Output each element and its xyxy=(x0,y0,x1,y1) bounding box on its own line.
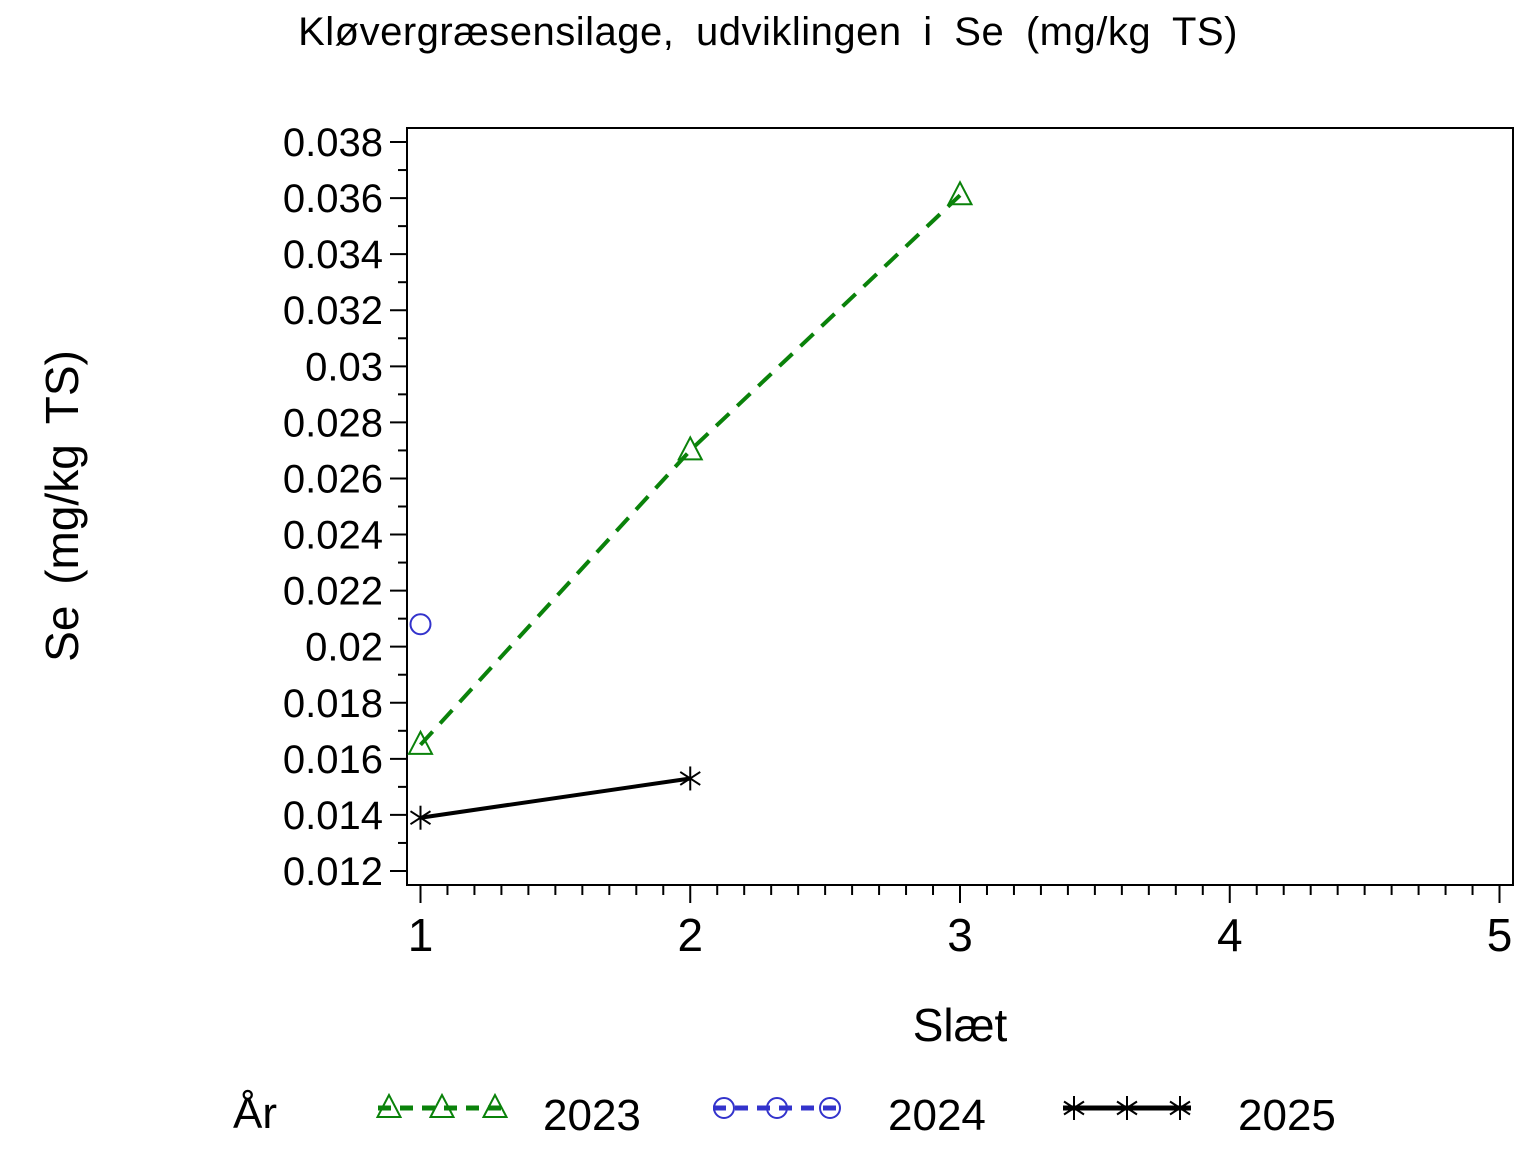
asterisk-marker-icon xyxy=(409,810,432,826)
marker-triangle xyxy=(407,729,434,755)
legend-sample-2023 xyxy=(375,1092,509,1118)
circle-marker-icon xyxy=(766,1097,788,1119)
x-tick-label: 1 xyxy=(408,909,434,961)
triangle-marker-icon xyxy=(946,180,974,206)
marker-circle xyxy=(766,1097,788,1119)
marker-asterisk xyxy=(409,805,432,830)
x-tick-label: 4 xyxy=(1217,909,1243,961)
y-tick-label: 0.038 xyxy=(283,121,383,165)
y-tick-label: 0.03 xyxy=(305,345,383,389)
y-tick-label: 0.022 xyxy=(283,570,383,614)
marker-circle xyxy=(409,613,432,636)
x-tick-label: 3 xyxy=(947,909,973,961)
legend-title: År xyxy=(233,1089,277,1138)
marker-asterisk xyxy=(1116,1096,1138,1120)
triangle-marker-icon xyxy=(375,1092,403,1118)
series-line-2025 xyxy=(420,776,691,820)
y-tick-label: 0.026 xyxy=(283,457,383,501)
circle-marker-icon xyxy=(819,1097,841,1119)
chart-title: Kløvergræsensilage, udviklingen i Se (mg… xyxy=(298,10,1238,54)
triangle-marker-icon xyxy=(407,729,434,755)
x-axis-title: Slæt xyxy=(912,999,1008,1051)
x-tick-label: 5 xyxy=(1487,909,1513,961)
asterisk-marker-icon xyxy=(679,771,701,786)
y-tick-label: 0.012 xyxy=(283,850,383,894)
marker-asterisk xyxy=(679,766,701,791)
marker-asterisk xyxy=(1169,1096,1191,1120)
marker-triangle xyxy=(677,435,704,461)
legend-sample-2025 xyxy=(1063,1096,1191,1120)
circle-marker-icon xyxy=(713,1097,735,1119)
legend-label-2025: 2025 xyxy=(1238,1091,1336,1140)
y-tick-label: 0.016 xyxy=(283,738,383,782)
y-tick-label: 0.036 xyxy=(283,177,383,221)
triangle-marker-icon xyxy=(677,435,704,461)
marker-asterisk xyxy=(1063,1096,1085,1120)
marker-triangle xyxy=(481,1092,509,1118)
triangle-marker-icon xyxy=(481,1092,509,1118)
y-tick-label: 0.014 xyxy=(283,794,383,838)
asterisk-marker-icon xyxy=(1063,1100,1085,1116)
asterisk-marker-icon xyxy=(1116,1100,1138,1116)
legend-sample-2024 xyxy=(713,1097,841,1119)
marker-circle xyxy=(713,1097,735,1119)
legend-label-2023: 2023 xyxy=(543,1091,641,1140)
triangle-marker-icon xyxy=(428,1092,456,1118)
y-tick-label: 0.028 xyxy=(283,401,383,445)
y-tick-label: 0.034 xyxy=(283,233,383,277)
plot-frame xyxy=(406,127,1514,886)
series-line-2023 xyxy=(419,193,962,747)
marker-triangle xyxy=(375,1092,403,1118)
y-tick-label: 0.018 xyxy=(283,682,383,726)
marker-circle xyxy=(819,1097,841,1119)
y-tick-label: 0.032 xyxy=(283,289,383,333)
y-tick-label: 0.02 xyxy=(305,626,383,670)
circle-marker-icon xyxy=(409,613,432,636)
x-tick-label: 2 xyxy=(677,909,703,961)
legend: År 2023 2024 2025 xyxy=(0,1075,1536,1152)
marker-triangle xyxy=(428,1092,456,1118)
legend-label-2024: 2024 xyxy=(888,1091,986,1140)
y-tick-label: 0.024 xyxy=(283,514,383,558)
marker-triangle xyxy=(946,180,974,206)
asterisk-marker-icon xyxy=(1169,1100,1191,1116)
